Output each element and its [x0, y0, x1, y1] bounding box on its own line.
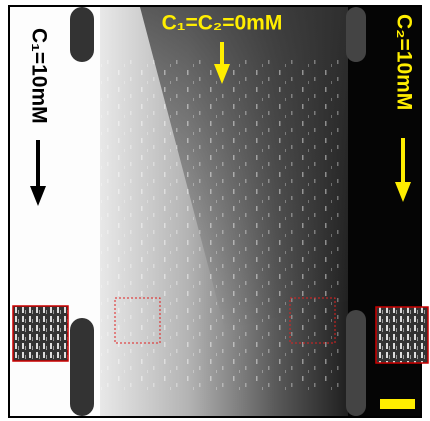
- cells: [100, 60, 350, 390]
- post: [346, 310, 366, 416]
- post: [70, 318, 94, 416]
- micrograph: C₁=10mM C₁=C₂=0mM C₂=10mM: [0, 0, 430, 421]
- scale-bar: [380, 399, 415, 409]
- inset: [13, 306, 68, 361]
- inset: [376, 307, 428, 363]
- label-left: C₁=10mM: [27, 28, 50, 124]
- post: [346, 7, 366, 62]
- post: [70, 7, 94, 62]
- label-right: C₂=10mM: [392, 14, 415, 110]
- label-top: C₁=C₂=0mM: [162, 12, 283, 35]
